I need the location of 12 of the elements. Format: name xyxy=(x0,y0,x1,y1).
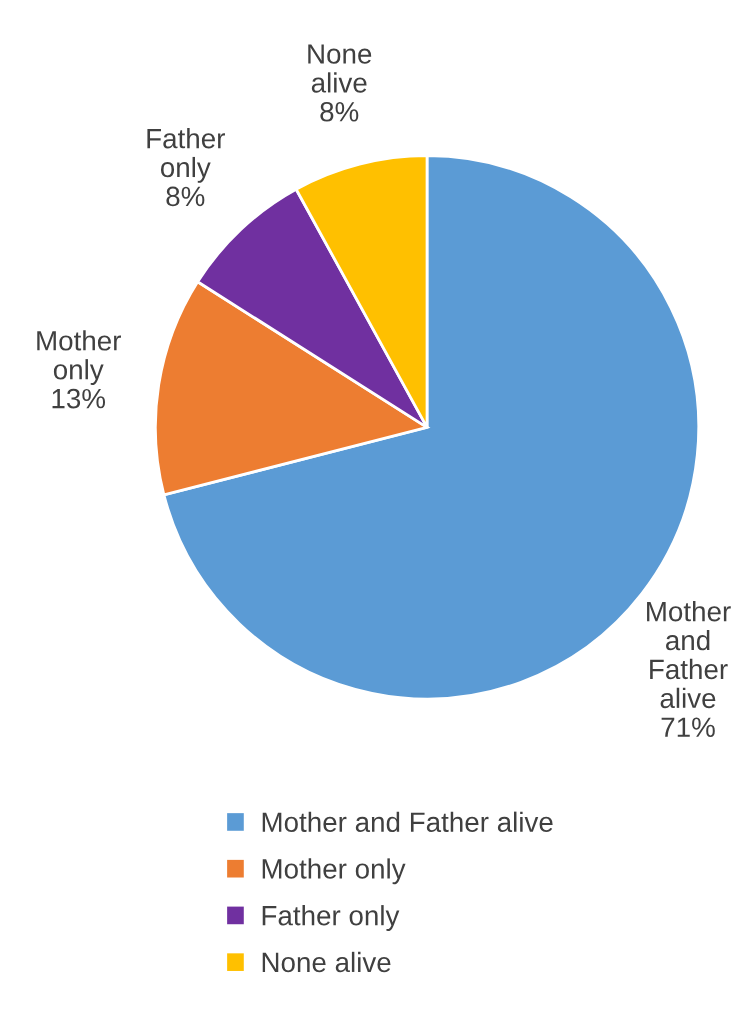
data-label: 71% xyxy=(661,717,715,737)
legend-label: Mother only xyxy=(262,858,406,885)
data-label: 8% xyxy=(320,101,359,122)
data-label: 8% xyxy=(166,186,205,207)
legend-label: None alive xyxy=(262,951,391,973)
legend-label: Mother and Father alive xyxy=(262,811,553,833)
slice-label: Mother and Father alive xyxy=(647,601,731,709)
slice-label: Father only xyxy=(147,128,225,183)
slice-label: None alive xyxy=(308,44,372,93)
slice-label: Mother only xyxy=(37,330,121,386)
data-label: 13% xyxy=(52,388,106,409)
legend-label: Father only xyxy=(262,905,400,931)
